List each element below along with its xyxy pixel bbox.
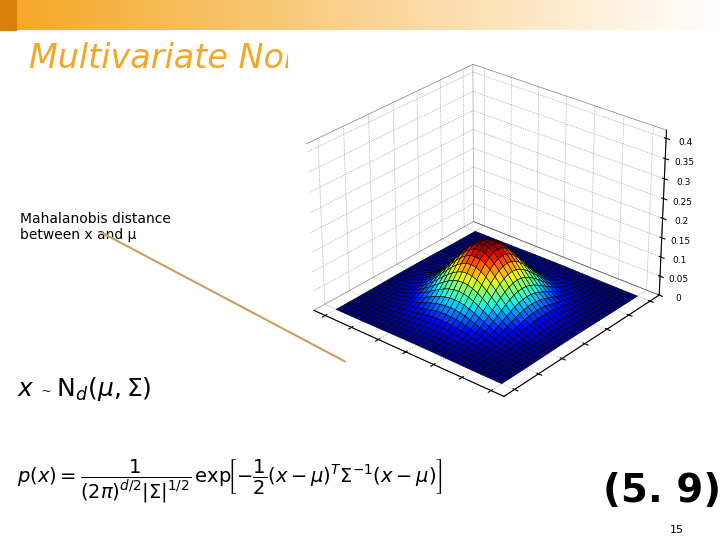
Text: Mahalanobis distance
between x and μ: Mahalanobis distance between x and μ [19, 212, 171, 242]
Text: 15: 15 [670, 525, 684, 535]
Text: (5. 9): (5. 9) [603, 472, 720, 510]
Text: $x\ \widetilde{\ }\ \mathrm{N}_{d}(\mu,\Sigma)$: $x\ \widetilde{\ }\ \mathrm{N}_{d}(\mu,\… [17, 375, 151, 403]
Bar [0, 0, 16, 30]
Text: $p(x)=\dfrac{1}{(2\pi)^{d/2}|\Sigma|^{1/2}}\,\mathrm{exp}\!\left[-\dfrac{1}{2}(x: $p(x)=\dfrac{1}{(2\pi)^{d/2}|\Sigma|^{1/… [17, 457, 443, 505]
Text: Multivariate Normal Distribution: Multivariate Normal Distribution [29, 42, 565, 76]
